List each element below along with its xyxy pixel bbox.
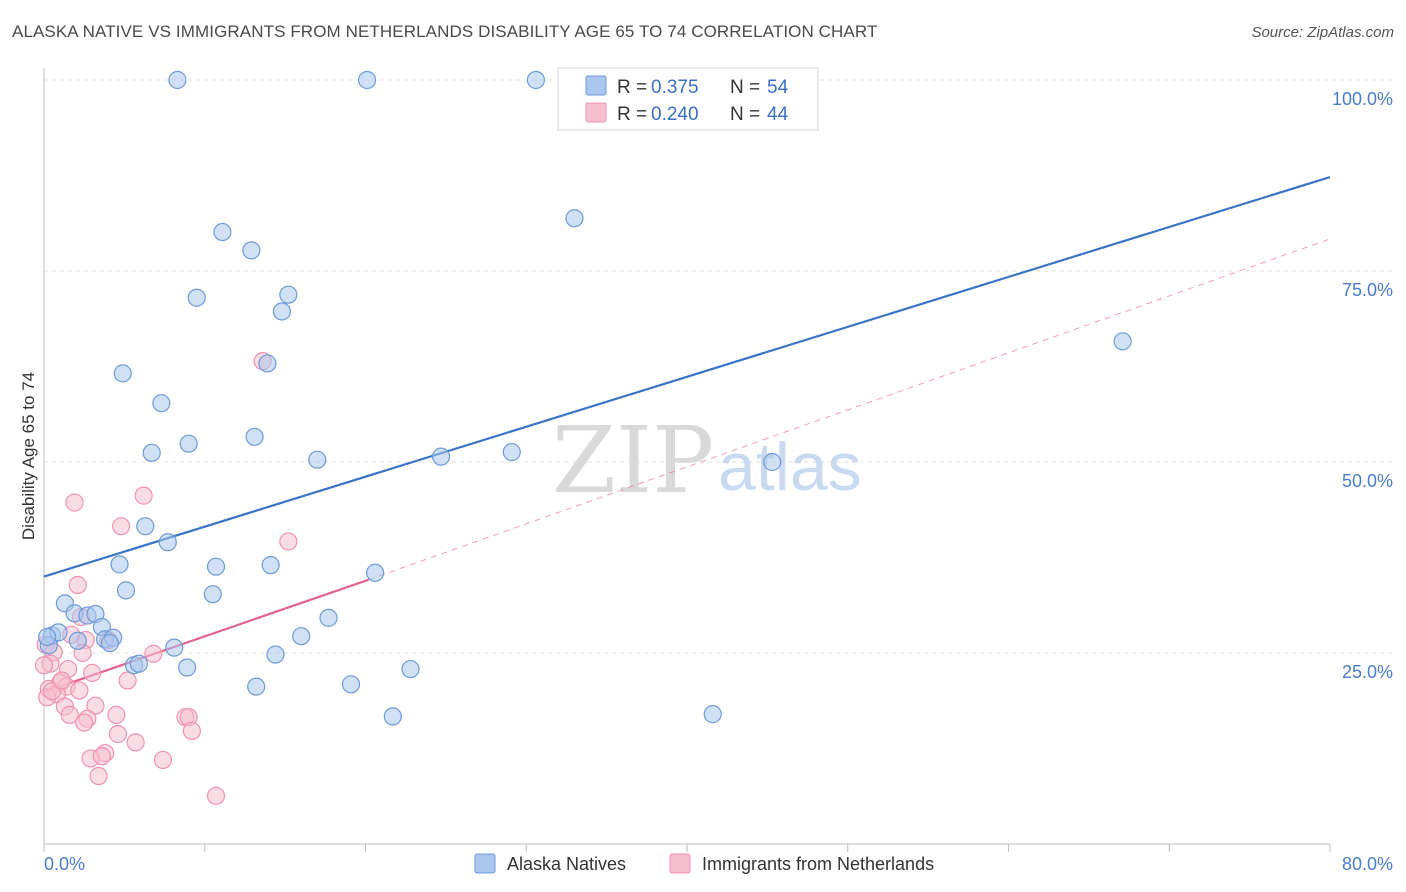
point-netherlands xyxy=(144,644,163,663)
point-netherlands xyxy=(279,532,298,551)
point-alaska-natives xyxy=(187,288,206,307)
point-alaska-natives xyxy=(242,241,261,260)
point-netherlands xyxy=(75,713,94,732)
point-netherlands xyxy=(60,705,79,724)
point-alaska-natives xyxy=(68,631,87,650)
series-legend-swatch-netherlands xyxy=(669,853,691,874)
point-alaska-natives xyxy=(113,364,132,383)
point-netherlands xyxy=(65,493,84,512)
point-alaska-natives xyxy=(341,675,361,694)
watermark-atlas: atlas xyxy=(718,429,862,505)
point-netherlands xyxy=(134,486,153,505)
series-legend-swatch-alaska xyxy=(474,853,496,874)
point-alaska-natives xyxy=(152,394,171,413)
series-legend-label-netherlands: Immigrants from Netherlands xyxy=(702,854,934,874)
data-points xyxy=(34,70,1132,805)
point-alaska-natives xyxy=(247,677,266,696)
point-alaska-natives xyxy=(165,638,184,657)
point-netherlands xyxy=(83,663,102,682)
legend-r-label-2: R = xyxy=(617,104,647,125)
point-netherlands xyxy=(112,517,131,536)
point-alaska-natives xyxy=(206,557,226,576)
legend-r-label-1: R = xyxy=(617,77,647,98)
point-alaska-natives xyxy=(565,209,584,228)
point-alaska-natives xyxy=(213,222,232,242)
point-alaska-natives xyxy=(1113,332,1132,351)
series-legend-label-alaska: Alaska Natives xyxy=(507,854,626,874)
point-alaska-natives xyxy=(763,452,782,472)
point-alaska-natives xyxy=(158,533,177,552)
y-tick-label: 50.0% xyxy=(1342,471,1393,491)
point-alaska-natives xyxy=(245,427,264,446)
point-alaska-natives xyxy=(526,70,545,90)
point-netherlands xyxy=(34,656,54,675)
point-alaska-natives xyxy=(203,585,222,604)
trend-line-alaska-natives xyxy=(43,175,1331,578)
point-netherlands xyxy=(153,750,173,770)
series-legend: Alaska Natives Immigrants from Netherlan… xyxy=(474,853,934,874)
legend-swatch-blue xyxy=(585,75,607,96)
legend-n-value-1: 54 xyxy=(767,77,789,98)
point-alaska-natives xyxy=(261,556,280,575)
point-netherlands xyxy=(107,705,126,724)
chart-title: ALASKA NATIVE VS IMMIGRANTS FROM NETHERL… xyxy=(12,22,878,41)
point-alaska-natives xyxy=(177,658,197,677)
legend-n-value-2: 44 xyxy=(767,104,789,125)
point-alaska-natives xyxy=(100,633,120,653)
point-alaska-natives xyxy=(703,705,722,724)
y-axis-label: Disability Age 65 to 74 xyxy=(19,372,38,540)
point-netherlands xyxy=(89,766,108,786)
point-netherlands xyxy=(126,733,145,752)
point-netherlands xyxy=(92,747,111,766)
legend-r-value-1: 0.375 xyxy=(651,77,699,98)
point-alaska-natives xyxy=(179,434,198,453)
point-netherlands xyxy=(118,671,137,690)
point-alaska-natives xyxy=(168,70,187,90)
legend-swatch-pink xyxy=(585,102,607,123)
trend-line-netherlands-extension xyxy=(368,238,1331,581)
x-ticks xyxy=(43,844,1331,852)
point-alaska-natives xyxy=(116,581,136,600)
point-alaska-natives xyxy=(272,302,292,321)
point-alaska-natives xyxy=(358,70,377,90)
point-alaska-natives xyxy=(38,627,57,647)
point-alaska-natives xyxy=(308,450,327,469)
point-netherlands xyxy=(108,724,128,744)
point-alaska-natives xyxy=(319,608,338,627)
point-netherlands xyxy=(70,681,89,700)
point-alaska-natives xyxy=(292,627,311,646)
point-alaska-natives xyxy=(366,563,385,582)
legend-n-label-2: N = xyxy=(730,104,760,125)
y-tick-label: 100.0% xyxy=(1332,89,1393,109)
point-alaska-natives xyxy=(258,354,277,373)
point-alaska-natives xyxy=(279,285,298,304)
point-netherlands xyxy=(86,696,105,715)
point-alaska-natives xyxy=(136,517,155,536)
legend-r-value-2: 0.240 xyxy=(651,104,699,125)
point-netherlands xyxy=(68,575,87,595)
point-alaska-natives xyxy=(142,443,161,462)
point-alaska-natives xyxy=(401,659,420,679)
y-tick-label: 25.0% xyxy=(1342,662,1393,682)
point-netherlands xyxy=(206,786,226,805)
x-tick-label-max: 80.0% xyxy=(1342,854,1393,874)
y-tick-label: 75.0% xyxy=(1342,280,1393,300)
point-alaska-natives xyxy=(431,447,451,466)
point-alaska-natives xyxy=(129,654,148,673)
point-netherlands xyxy=(52,671,71,690)
legend-n-label-1: N = xyxy=(730,77,760,98)
y-tick-labels: 25.0% 50.0% 75.0% 100.0% xyxy=(1332,89,1393,682)
watermark-zip: ZIP xyxy=(552,407,714,514)
x-tick-label-min: 0.0% xyxy=(44,854,85,874)
chart-source: Source: ZipAtlas.com xyxy=(1251,24,1394,41)
point-alaska-natives xyxy=(266,645,285,664)
stats-legend: R = 0.375 N = 54 R = 0.240 N = 44 xyxy=(557,67,819,131)
point-alaska-natives xyxy=(110,555,129,574)
point-netherlands xyxy=(182,721,201,741)
point-alaska-natives xyxy=(502,442,521,462)
point-alaska-natives xyxy=(383,707,402,726)
